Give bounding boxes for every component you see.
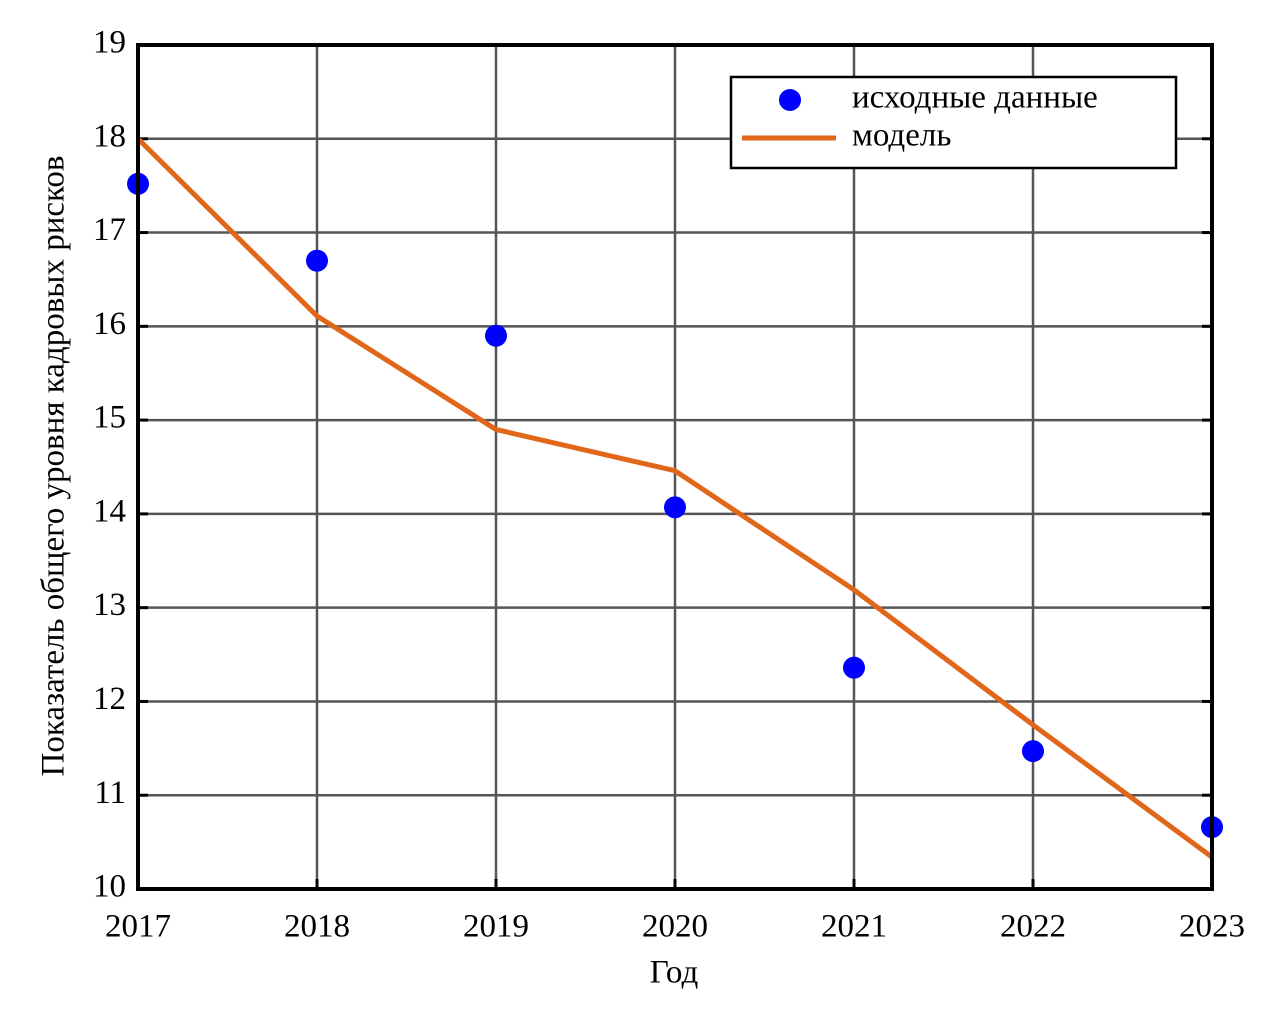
x-tick-label: 2019 xyxy=(463,909,529,945)
legend-box xyxy=(729,75,1178,170)
x-tick-label: 2021 xyxy=(821,909,887,945)
legend-label: исходные данные xyxy=(852,80,1098,116)
x-tick-label: 2018 xyxy=(284,909,350,945)
y-tick-label: 10 xyxy=(93,869,126,905)
y-tick-label: 16 xyxy=(93,306,126,342)
y-tick-label: 18 xyxy=(93,118,126,154)
x-axis-label: Год xyxy=(650,955,699,991)
legend-marker xyxy=(779,89,801,111)
y-tick-label: 17 xyxy=(93,212,126,248)
data-point xyxy=(485,324,507,347)
data-point xyxy=(1022,740,1044,763)
data-point xyxy=(306,249,328,272)
y-tick-label: 19 xyxy=(93,25,126,61)
data-point xyxy=(664,496,686,519)
x-tick-label: 2020 xyxy=(642,909,708,945)
y-tick-label: 12 xyxy=(93,681,126,717)
x-tick-label: 2017 xyxy=(105,909,171,945)
y-axis-label: Показатель общего уровня кадровых рисков xyxy=(36,156,72,777)
x-tick-label: 2022 xyxy=(1000,909,1066,945)
y-tick-label: 11 xyxy=(94,775,126,811)
y-tick-label: 14 xyxy=(93,493,126,529)
plot-frame xyxy=(136,43,1214,891)
y-tick-label: 15 xyxy=(93,400,126,436)
y-tick-label: 13 xyxy=(93,587,126,623)
data-point xyxy=(843,656,865,679)
x-tick-label: 2023 xyxy=(1179,909,1245,945)
legend-label: модель xyxy=(852,118,951,154)
model-line xyxy=(136,137,1214,860)
